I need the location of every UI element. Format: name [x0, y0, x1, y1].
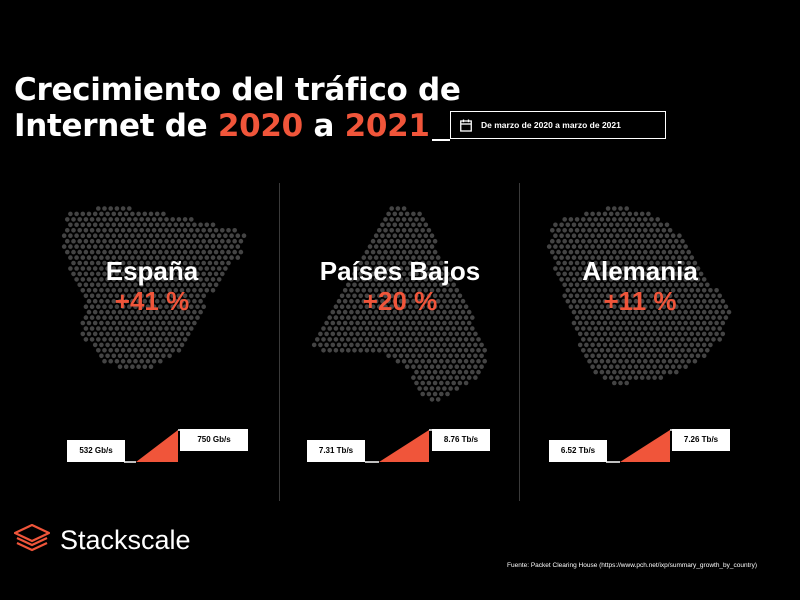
year-to: 2021: [344, 108, 430, 144]
stack-layers-icon: [13, 523, 51, 556]
spain-map: [61, 206, 247, 369]
growth-value: +41 %: [114, 286, 190, 316]
germany-map: [546, 206, 732, 386]
title-line-2: Internet de 2020 a 2021: [14, 108, 484, 144]
title-prefix: Internet de: [14, 108, 218, 144]
traffic-to-label: 8.76 Tb/s: [432, 429, 490, 451]
title-underline: [432, 139, 450, 141]
traffic-from-label: 7.31 Tb/s: [307, 440, 365, 462]
country-netherlands: Países Bajos +20 %: [280, 256, 520, 316]
calendar-icon: [460, 119, 472, 132]
traffic-to-label: 7.26 Tb/s: [672, 429, 730, 451]
growth-wedge: [606, 429, 674, 463]
growth-value: +11 %: [603, 286, 677, 316]
netherlands-map: [311, 206, 487, 402]
traffic-from-label: 6.52 Tb/s: [549, 440, 607, 462]
page-title: Crecimiento del tráfico de Internet de 2…: [14, 72, 484, 144]
year-from: 2020: [217, 108, 303, 144]
divider: [519, 183, 520, 501]
growth-wedge: [365, 429, 433, 463]
source-note: Fuente: Packet Clearing House (https://w…: [507, 562, 758, 569]
stackscale-logo: Stackscale: [13, 523, 191, 556]
title-connector: a: [302, 108, 345, 144]
country-spain: España +41 %: [32, 256, 272, 316]
country-name: España: [105, 256, 199, 286]
brand-name: Stackscale: [60, 524, 191, 555]
growth-wedge: [124, 429, 182, 463]
date-range-text: De marzo de 2020 a marzo de 2021: [481, 120, 621, 130]
title-line-1: Crecimiento del tráfico de: [14, 72, 461, 108]
country-germany: Alemania +11 %: [520, 256, 760, 316]
traffic-from-label: 532 Gb/s: [67, 440, 125, 462]
growth-value: +20 %: [362, 286, 438, 316]
country-name: Países Bajos: [319, 256, 481, 286]
date-range-box: De marzo de 2020 a marzo de 2021: [450, 111, 666, 139]
divider: [279, 183, 280, 501]
traffic-to-label: 750 Gb/s: [180, 429, 248, 451]
country-name: Alemania: [582, 256, 698, 286]
